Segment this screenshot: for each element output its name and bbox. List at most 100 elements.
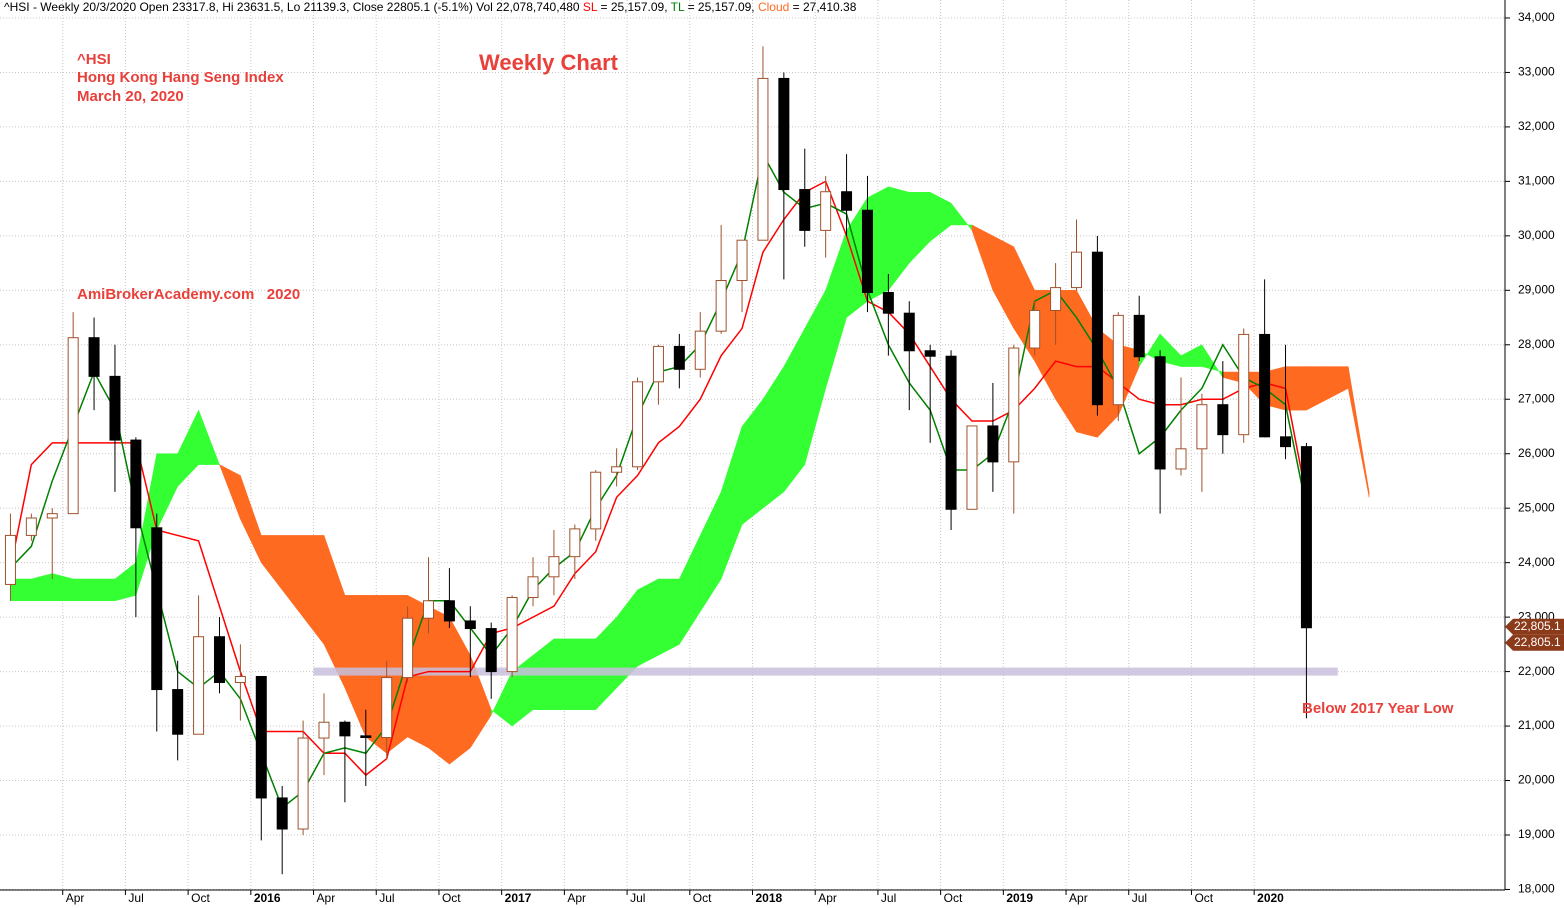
candle-body (882, 291, 894, 314)
candle-body (506, 597, 518, 673)
candle-body (1112, 314, 1124, 406)
candle-body (255, 675, 267, 799)
header-part: SL (583, 0, 598, 14)
annotation: Below 2017 Year Low (1302, 700, 1454, 717)
cloud-segment (783, 328, 806, 493)
candle-body (799, 189, 811, 231)
candle-body (736, 239, 748, 282)
header-part: ^HSI - Weekly 20/3/2020 Open 23317.8, Hi… (4, 0, 583, 14)
cloud-segment (720, 426, 743, 580)
cloud-segment (1327, 366, 1349, 400)
candle-body (652, 345, 664, 383)
cloud-segment (428, 605, 450, 765)
candle-body (548, 556, 560, 578)
candle-body (360, 735, 372, 738)
x-tick-label: Apr (1069, 891, 1088, 905)
candle-body (590, 471, 602, 530)
last-value-box (1505, 618, 1564, 635)
candle-body (276, 797, 288, 830)
x-tick-label: Apr (818, 891, 837, 905)
cloud-segment (909, 192, 931, 264)
header-part: Cloud (758, 0, 789, 14)
candle-body (632, 381, 644, 468)
candle-body (1196, 404, 1208, 450)
cloud-segment (950, 202, 973, 232)
cloud-segment (302, 535, 325, 646)
x-tick-label: 2018 (756, 891, 783, 905)
last-value-box (1505, 634, 1564, 651)
info: March 20, 2020 (77, 88, 184, 105)
candle-body (1029, 309, 1041, 349)
last-value-label: 22,805.1 (1514, 619, 1561, 633)
cloud-segment (52, 573, 74, 602)
candle-body (861, 209, 873, 293)
candle-body (88, 337, 100, 377)
candle-body (297, 737, 309, 830)
candle-body (945, 355, 957, 510)
candle-body (464, 620, 476, 630)
candle-body (423, 600, 435, 619)
y-tick-label: 20,000 (1518, 773, 1555, 787)
y-tick-label: 19,000 (1518, 827, 1555, 841)
y-tick-label: 32,000 (1518, 119, 1555, 133)
cloud-segment (595, 616, 617, 711)
candle-body (46, 513, 58, 519)
y-tick-label: 24,000 (1518, 555, 1555, 569)
x-tick-label: 2017 (505, 891, 532, 905)
x-tick-label: 2020 (1257, 891, 1284, 905)
candle-body (213, 636, 225, 683)
candle-body (1091, 251, 1103, 406)
x-tick-label: Jul (379, 891, 394, 905)
x-tick-label: Jul (128, 891, 143, 905)
header-part: TL (671, 0, 685, 14)
x-tick-label: Oct (1194, 891, 1213, 905)
candle-body (443, 600, 455, 622)
x-tick-label: Jul (630, 891, 645, 905)
y-tick-label: 27,000 (1518, 391, 1555, 405)
cloud-segment (825, 230, 847, 389)
chart-title: Weekly Chart (479, 50, 619, 75)
candle-body (4, 534, 16, 585)
y-tick-label: 33,000 (1518, 65, 1555, 79)
cloud-segment (741, 398, 764, 526)
candle-body (318, 721, 330, 739)
cloud-segment (156, 453, 178, 531)
candle-body (1280, 436, 1292, 448)
candle-body (172, 689, 184, 735)
x-tick-label: 2019 (1006, 891, 1033, 905)
candle-body (757, 77, 769, 241)
cloud-segment (679, 535, 701, 646)
candle-body (694, 330, 706, 370)
cloud-segment (490, 671, 513, 727)
cloud-segment (637, 578, 659, 667)
candle-body (485, 628, 497, 673)
candle-body (234, 675, 246, 683)
candle-body (903, 312, 915, 352)
candle-body (130, 439, 142, 529)
info: ^HSI (77, 51, 111, 68)
x-tick-label: Apr (567, 891, 586, 905)
candle-body (966, 425, 978, 510)
candle-body (1300, 446, 1312, 629)
cloud-segment (1055, 290, 1077, 433)
watermark: AmiBrokerAcademy.com 2020 (77, 286, 300, 303)
grid (0, 0, 1505, 890)
reference (313, 667, 1338, 676)
candle-body (67, 337, 79, 515)
y-tick-label: 30,000 (1518, 228, 1555, 242)
candle-body (1259, 333, 1271, 438)
x-tick-label: Oct (191, 891, 210, 905)
header-part: = 25,157.09, (597, 0, 671, 14)
candle-body (1238, 333, 1250, 436)
y-tick-label: 22,000 (1518, 664, 1555, 678)
header: ^HSI - Weekly 20/3/2020 Open 23317.8, Hi… (4, 0, 857, 14)
candle-body (820, 191, 832, 231)
header-part: = 25,157.09, (684, 0, 758, 14)
candle-body (715, 280, 727, 332)
header-part: = 27,410.38 (789, 0, 856, 14)
cloud-segment (929, 191, 952, 242)
candle-body (924, 350, 936, 357)
cloud-segment (261, 535, 283, 591)
cloud-segment (177, 410, 199, 488)
